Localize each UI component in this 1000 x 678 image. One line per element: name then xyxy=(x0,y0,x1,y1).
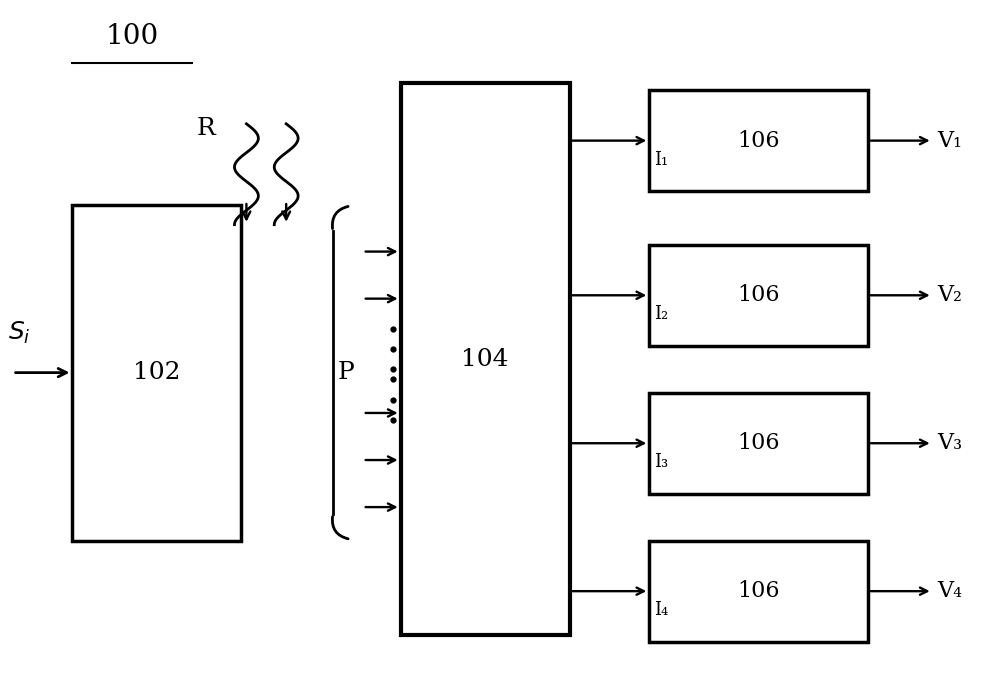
FancyBboxPatch shape xyxy=(649,393,868,494)
FancyBboxPatch shape xyxy=(401,83,570,635)
Text: V₄: V₄ xyxy=(938,580,963,602)
Text: 106: 106 xyxy=(737,284,780,306)
FancyBboxPatch shape xyxy=(649,90,868,191)
Text: 104: 104 xyxy=(461,348,509,371)
Text: $S_i$: $S_i$ xyxy=(8,319,30,346)
Text: 106: 106 xyxy=(737,129,780,152)
FancyBboxPatch shape xyxy=(72,205,241,541)
Text: 106: 106 xyxy=(737,433,780,454)
Text: I₄: I₄ xyxy=(654,601,668,619)
FancyBboxPatch shape xyxy=(649,245,868,346)
Text: P: P xyxy=(338,361,355,384)
Text: I₂: I₂ xyxy=(654,305,668,323)
Text: V₁: V₁ xyxy=(938,129,963,152)
Text: R: R xyxy=(197,117,215,140)
Text: 100: 100 xyxy=(105,23,159,50)
FancyBboxPatch shape xyxy=(649,541,868,641)
Text: I₁: I₁ xyxy=(654,151,668,169)
Text: 102: 102 xyxy=(133,361,181,384)
Text: V₃: V₃ xyxy=(938,433,963,454)
Text: V₂: V₂ xyxy=(938,284,962,306)
Text: 106: 106 xyxy=(737,580,780,602)
Text: I₃: I₃ xyxy=(654,454,668,471)
